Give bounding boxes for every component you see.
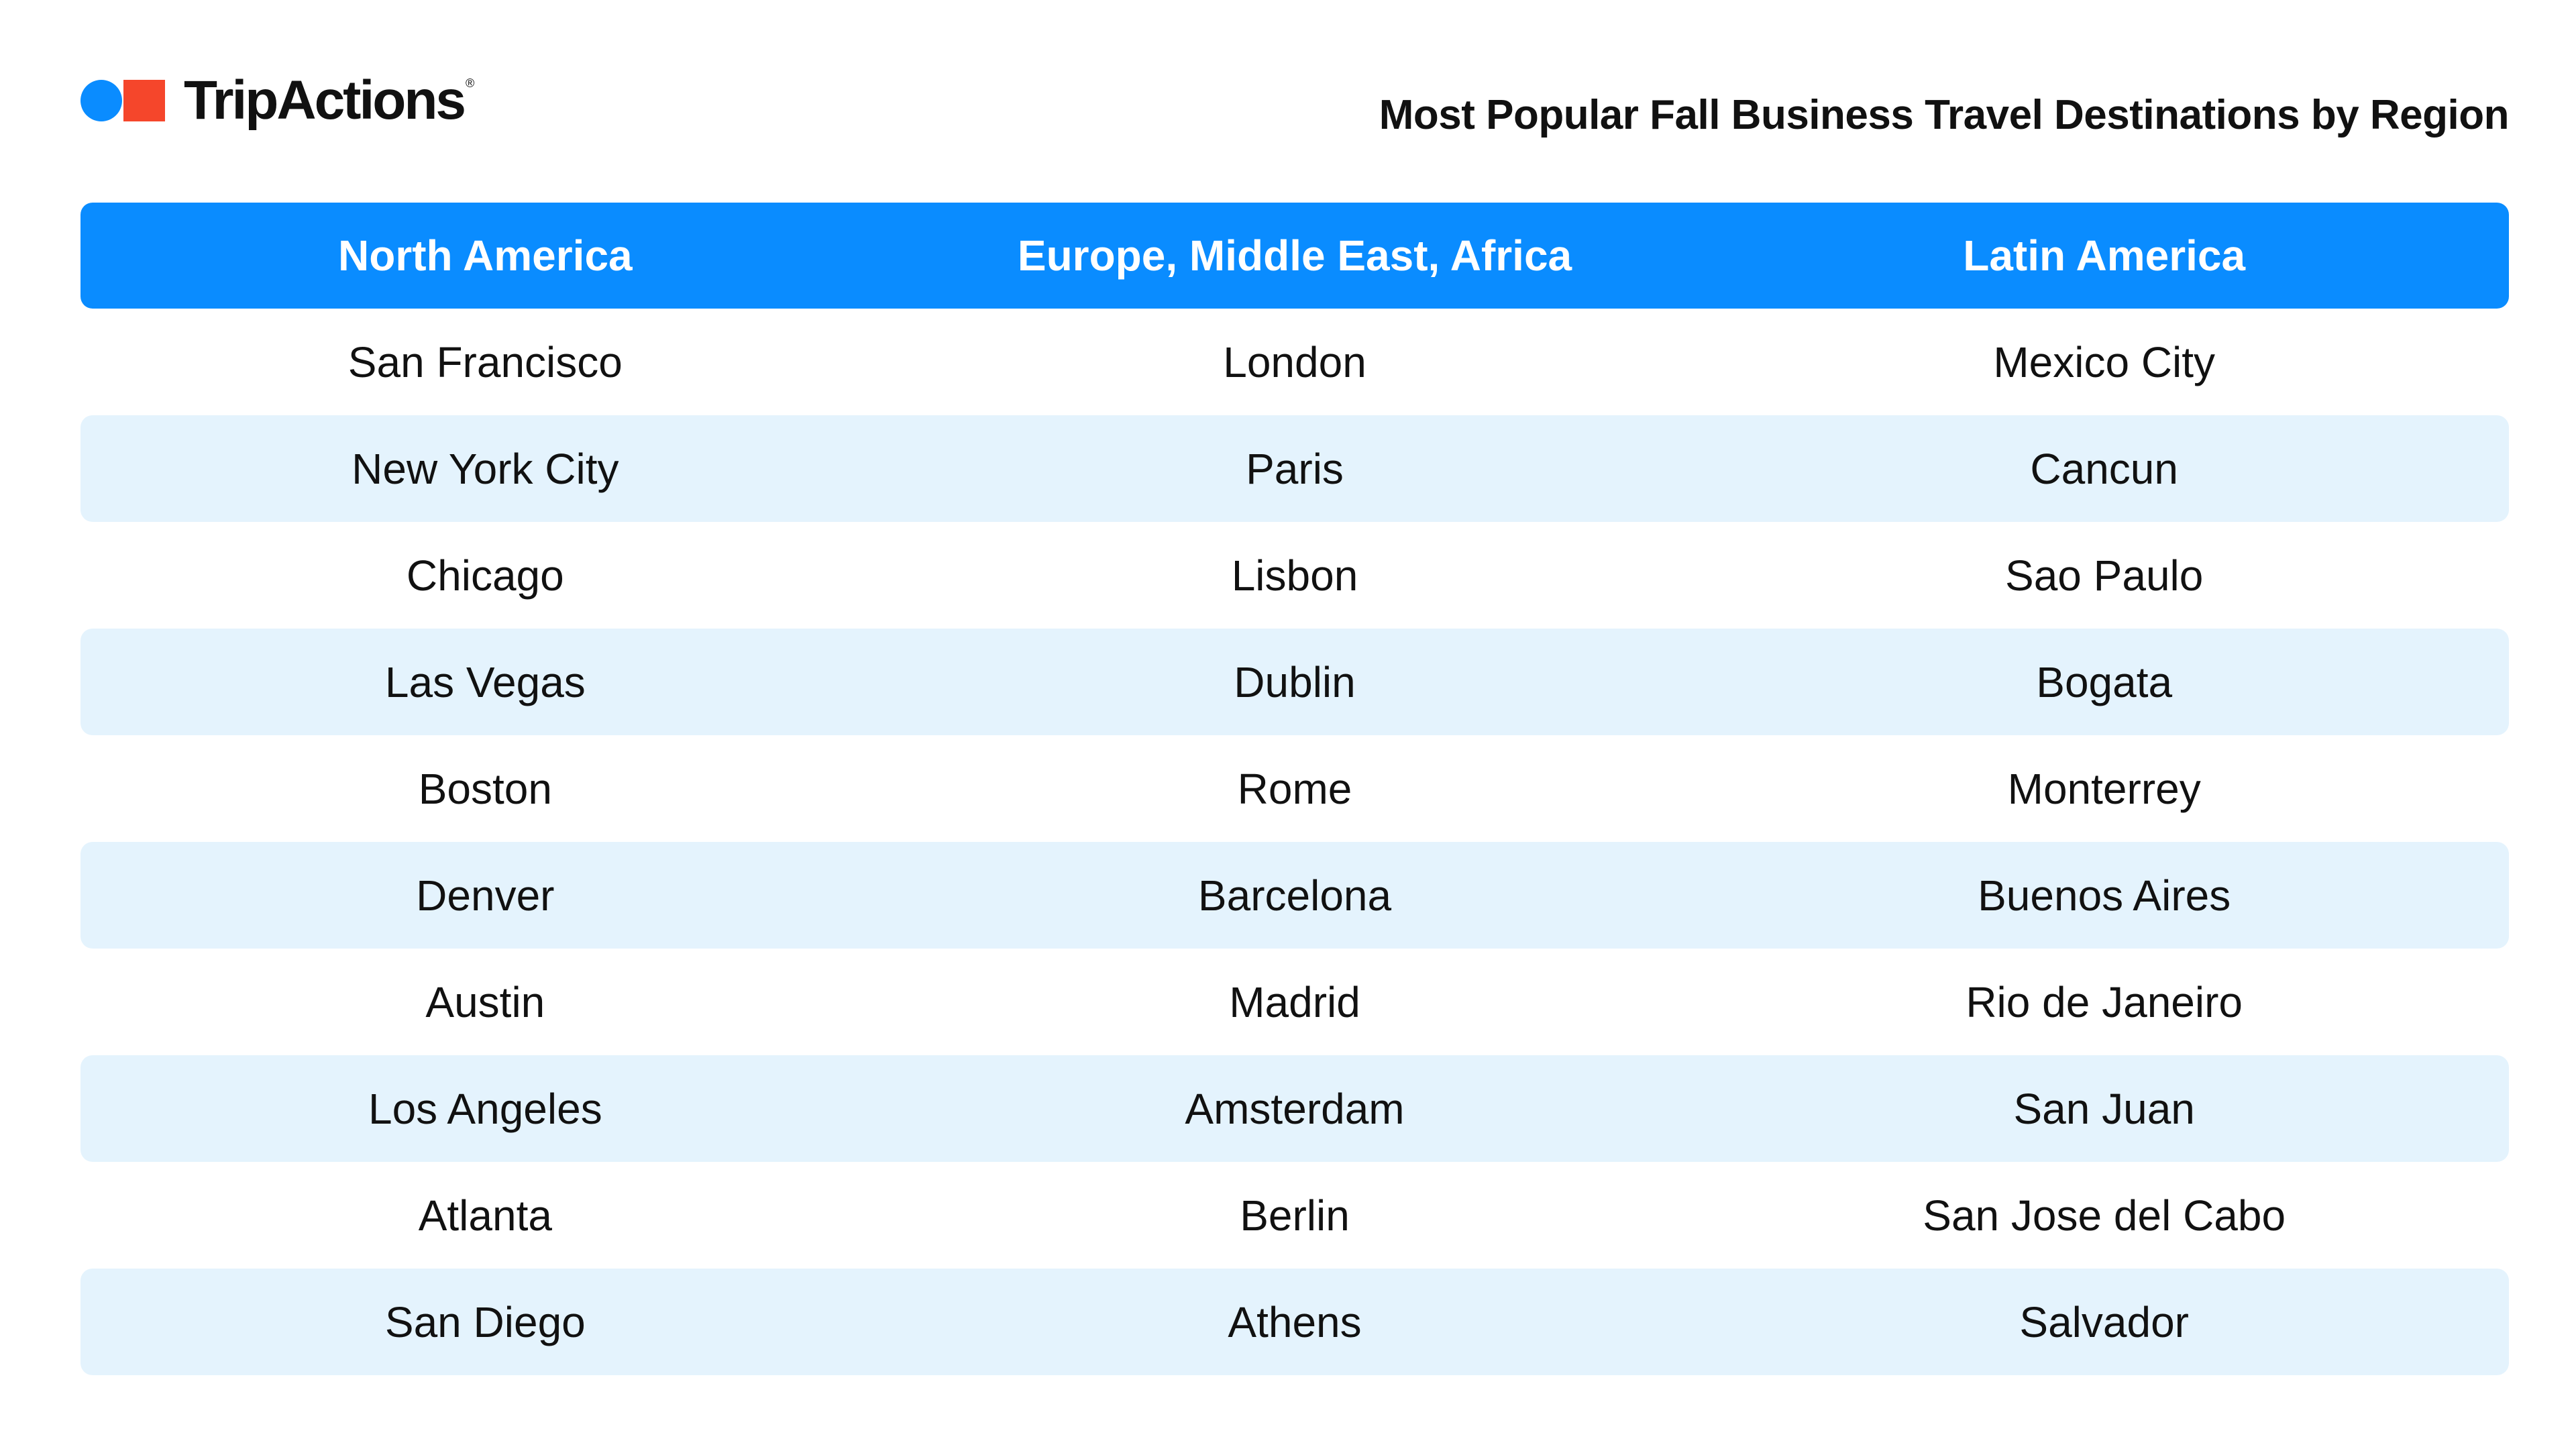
table-row: Las Vegas Dublin Bogata xyxy=(80,629,2509,735)
logo-square-icon xyxy=(123,80,165,121)
table-cell: Paris xyxy=(1246,444,1344,493)
table-row: San Francisco London Mexico City xyxy=(80,309,2509,415)
table-cell: Las Vegas xyxy=(384,657,586,706)
table-cell: Berlin xyxy=(1240,1191,1350,1240)
table-cell: Amsterdam xyxy=(1185,1084,1405,1133)
brand-logo: TripActions ® xyxy=(80,70,474,131)
table-cell: Los Angeles xyxy=(368,1084,602,1133)
brand-name: TripActions ® xyxy=(184,70,474,131)
table-cell: Boston xyxy=(418,764,552,813)
table-row: San Diego Athens Salvador xyxy=(80,1269,2509,1375)
table-row: New York City Paris Cancun xyxy=(80,415,2509,522)
table-cell: Cancun xyxy=(2030,444,2178,493)
table-cell: Denver xyxy=(416,871,555,920)
column-header-emea: Europe, Middle East, Africa xyxy=(1017,231,1572,280)
table-cell: Madrid xyxy=(1229,977,1360,1026)
table-cell: San Diego xyxy=(384,1297,586,1346)
table-cell: Sao Paulo xyxy=(2005,551,2204,600)
table-cell: Dublin xyxy=(1234,657,1356,706)
table-cell: Rome xyxy=(1237,764,1352,813)
table-cell: San Francisco xyxy=(347,337,623,386)
table-cell: London xyxy=(1223,337,1366,386)
table-cell: Mexico City xyxy=(1993,337,2216,386)
table-row: Atlanta Berlin San Jose del Cabo xyxy=(80,1162,2509,1269)
table-row: Los Angeles Amsterdam San Juan xyxy=(80,1055,2509,1162)
table-header-row: North America Europe, Middle East, Afric… xyxy=(80,203,2509,309)
table-cell: San Juan xyxy=(2013,1084,2195,1133)
table-cell: Austin xyxy=(425,977,545,1026)
table-cell: San Jose del Cabo xyxy=(1923,1191,2286,1240)
table-cell: Barcelona xyxy=(1197,871,1392,920)
table-cell: New York City xyxy=(352,444,619,493)
column-header-latin-america: Latin America xyxy=(1963,231,2246,280)
table-row: Austin Madrid Rio de Janeiro xyxy=(80,949,2509,1055)
table-cell: Bogata xyxy=(2036,657,2173,706)
destinations-table: North America Europe, Middle East, Afric… xyxy=(80,203,2509,1375)
table-cell: Athens xyxy=(1228,1297,1362,1346)
table-cell: Buenos Aires xyxy=(1978,871,2231,920)
table-row: Chicago Lisbon Sao Paulo xyxy=(80,522,2509,629)
table-cell: Rio de Janeiro xyxy=(1966,977,2243,1026)
trademark-symbol: ® xyxy=(466,76,474,90)
table-cell: Lisbon xyxy=(1231,551,1358,600)
logo-circle-icon xyxy=(80,80,122,121)
table-cell: Chicago xyxy=(406,551,564,600)
page-title: Most Popular Fall Business Travel Destin… xyxy=(1379,92,2510,138)
table-row: Denver Barcelona Buenos Aires xyxy=(80,842,2509,949)
table-cell: Atlanta xyxy=(418,1191,552,1240)
table-cell: Monterrey xyxy=(2007,764,2201,813)
column-header-north-america: North America xyxy=(338,231,633,280)
table-cell: Salvador xyxy=(2019,1297,2189,1346)
table-row: Boston Rome Monterrey xyxy=(80,735,2509,842)
